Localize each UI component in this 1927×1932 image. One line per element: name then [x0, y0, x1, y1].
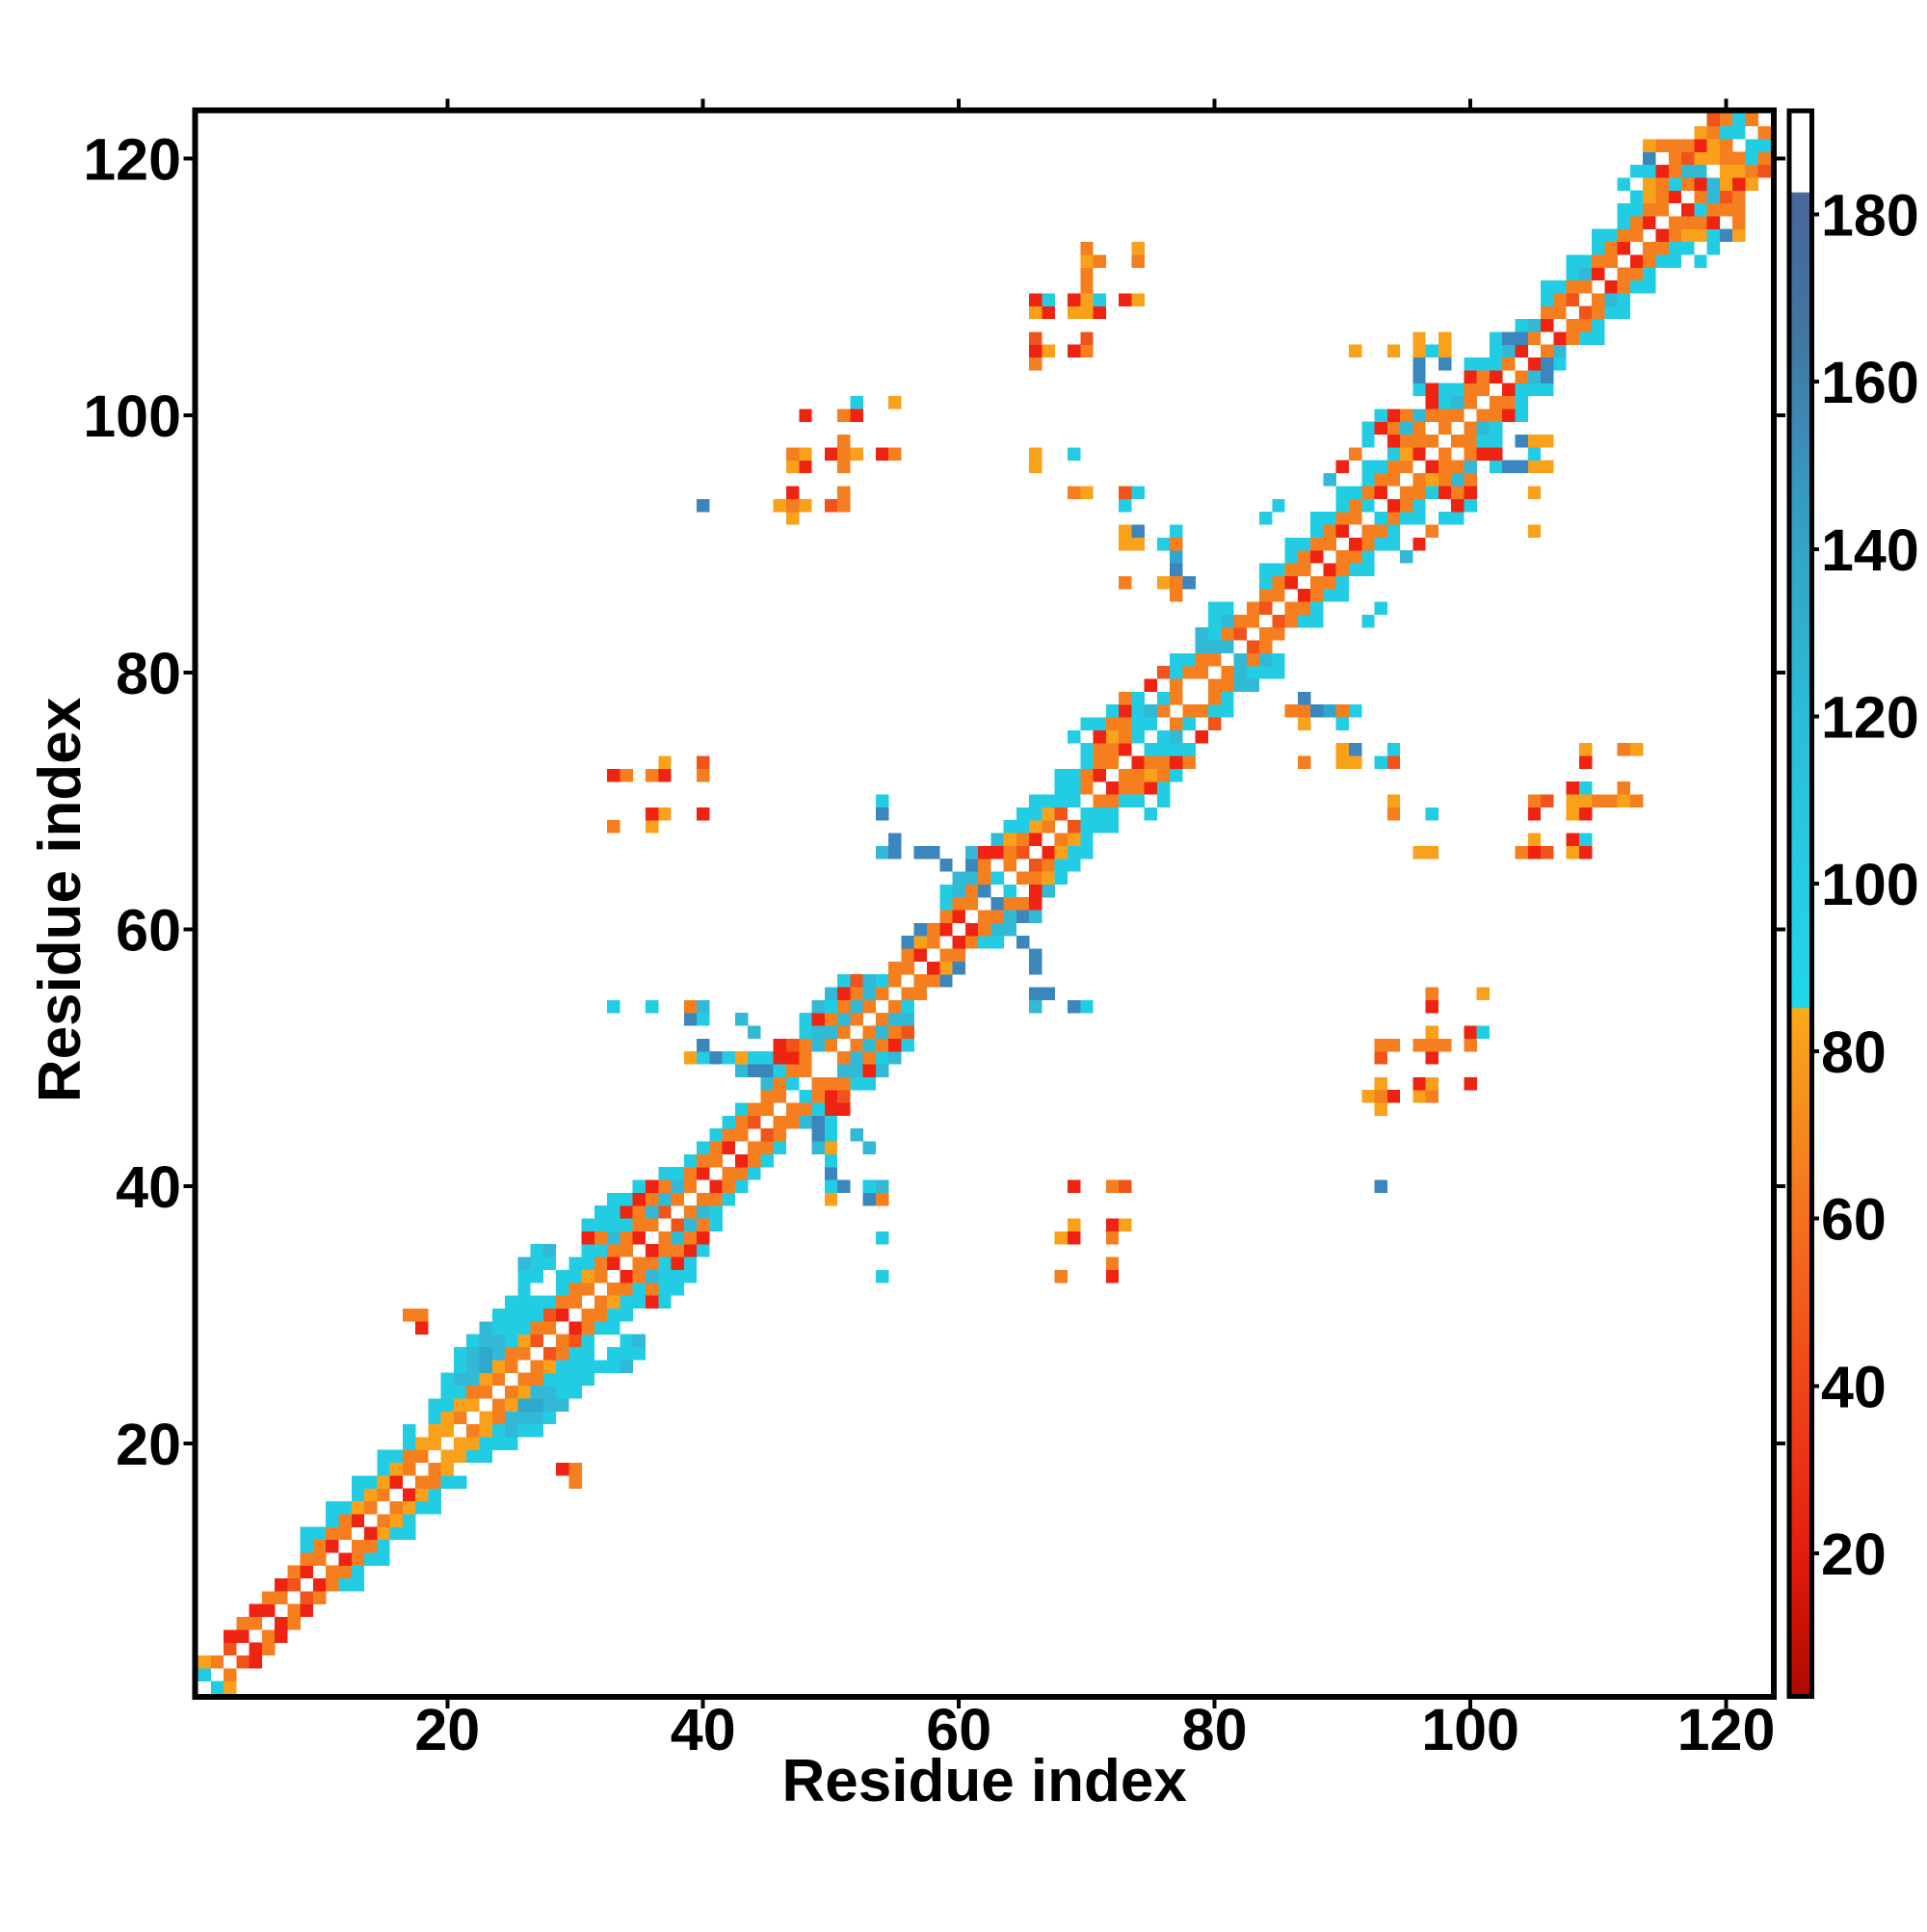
svg-text:20: 20	[116, 1412, 181, 1477]
svg-text:Residue index: Residue index	[782, 1748, 1188, 1814]
svg-text:60: 60	[1821, 1187, 1887, 1253]
svg-text:20: 20	[414, 1697, 480, 1762]
svg-text:60: 60	[926, 1697, 991, 1762]
svg-text:120: 120	[1677, 1697, 1776, 1762]
svg-text:40: 40	[1821, 1354, 1887, 1419]
svg-text:80: 80	[116, 641, 181, 706]
svg-text:80: 80	[1182, 1697, 1248, 1762]
svg-text:100: 100	[1821, 852, 1919, 917]
svg-text:20: 20	[1821, 1522, 1887, 1587]
svg-text:100: 100	[83, 384, 181, 449]
svg-text:120: 120	[1821, 685, 1919, 751]
svg-text:40: 40	[116, 1154, 181, 1220]
svg-text:120: 120	[83, 126, 181, 192]
svg-text:180: 180	[1821, 182, 1919, 248]
svg-text:60: 60	[116, 898, 181, 964]
svg-text:80: 80	[1821, 1019, 1887, 1085]
svg-text:100: 100	[1421, 1697, 1519, 1762]
svg-text:40: 40	[671, 1697, 736, 1762]
svg-text:Residue index: Residue index	[27, 697, 93, 1102]
svg-text:160: 160	[1821, 350, 1919, 415]
svg-text:140: 140	[1821, 517, 1919, 583]
